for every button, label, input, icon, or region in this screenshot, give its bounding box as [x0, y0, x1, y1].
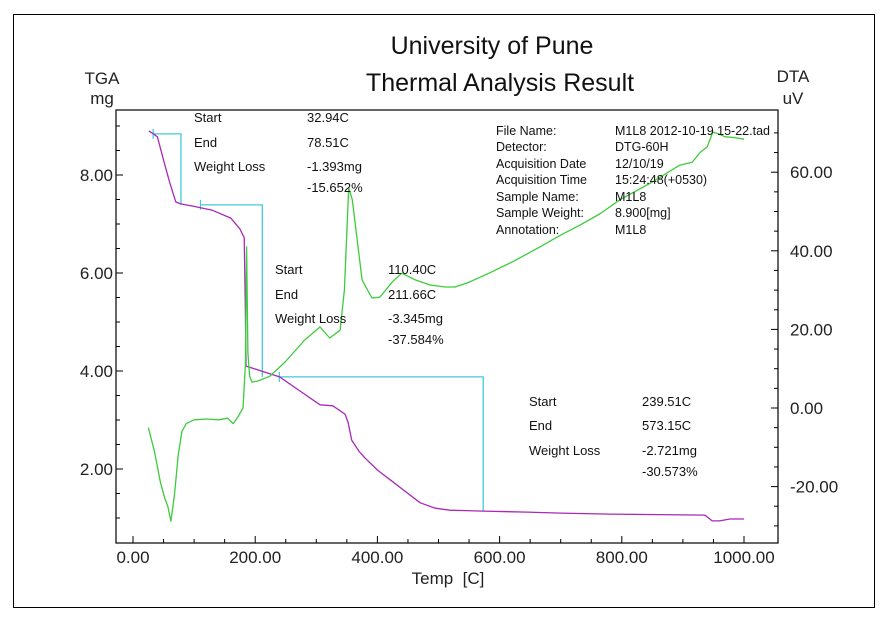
file-info-block: File Name: M1L8 2012-10-19 15-22.tad Det… [496, 124, 770, 237]
step-line-1 [153, 133, 182, 205]
chart-title-line1: University of Pune [391, 32, 594, 60]
acquisition-date-label: Acquisition Date [496, 157, 586, 171]
report-frame [13, 14, 875, 608]
x-tick-label: 800.00 [596, 548, 648, 567]
annotation-2-start-label: Start [275, 262, 303, 277]
sample-weight-label: Sample Weight: [496, 206, 584, 220]
right-tick-label: 40.00 [790, 242, 833, 261]
axis-tick-labels: 0.00 200.00 400.00 600.00 800.00 1000.00 2.00 4… [80, 163, 838, 567]
plot-area [115, 109, 779, 544]
annotation-1-start-value: 32.94C [307, 110, 349, 125]
x-tick-label: 200.00 [229, 548, 281, 567]
annotation-2-loss-mg: -3.345mg [388, 311, 443, 326]
x-tick-label: 1000.00 [713, 548, 774, 567]
annotation-1-loss-pct: -15.652% [307, 180, 363, 195]
left-axis-unit: mg [90, 89, 114, 108]
annotation-2-start-value: 110.40C [388, 262, 436, 277]
left-tick-label: 8.00 [80, 166, 113, 185]
acquisition-date-value: 12/10/19 [615, 157, 664, 171]
right-tick-label: 60.00 [790, 163, 833, 182]
annotation-value: M1L8 [615, 223, 646, 237]
weight-loss-step-lines [152, 128, 484, 512]
right-tick-label: 0.00 [790, 399, 823, 418]
x-axis-title: Temp [C] [412, 569, 485, 588]
acquisition-time-label: Acquisition Time [496, 173, 587, 187]
right-tick-label: 20.00 [790, 320, 833, 339]
annotation-2-end-label: End [275, 287, 298, 302]
file-name-value: M1L8 2012-10-19 15-22.tad [615, 124, 770, 138]
acquisition-time-value: 15:24:48(+0530) [615, 173, 707, 187]
x-tick-label: 400.00 [351, 548, 403, 567]
annotation-3-start-label: Start [529, 394, 557, 409]
annotation-1-end-value: 78.51C [307, 135, 349, 150]
annotation-3-end-value: 573.15C [642, 418, 691, 433]
left-axis-title: TGA [85, 69, 121, 88]
left-tick-label: 2.00 [80, 460, 113, 479]
detector-label: Detector: [496, 140, 547, 154]
tga-curve [148, 130, 744, 522]
left-tick-label: 6.00 [80, 264, 113, 283]
annotation-1-loss-mg: -1.393mg [307, 159, 362, 174]
right-axis-title: DTA [777, 67, 810, 86]
annotation-label: Annotation: [496, 223, 559, 237]
axis-ticks [116, 125, 778, 543]
sample-name-label: Sample Name: [496, 190, 579, 204]
annotation-2-end-value: 211.66C [388, 287, 436, 302]
dta-curve [147, 131, 745, 522]
sample-weight-value: 8.900[mg] [615, 206, 671, 220]
data-series [147, 130, 745, 522]
chart-title-line2: Thermal Analysis Result [366, 69, 634, 97]
annotation-block-1: Start 32.94C End 78.51C Weight Loss -1.3… [194, 110, 363, 195]
annotation-1-start-label: Start [194, 110, 222, 125]
annotation-block-3: Start 239.51C End 573.15C Weight Loss -2… [529, 394, 698, 479]
annotation-2-loss-label: Weight Loss [275, 311, 347, 326]
annotation-3-start-value: 239.51C [642, 394, 691, 409]
x-tick-label: 0.00 [116, 548, 149, 567]
annotation-3-loss-pct: -30.573% [642, 464, 698, 479]
annotation-3-loss-mg: -2.721mg [642, 443, 697, 458]
right-axis-unit: uV [783, 89, 804, 108]
sample-name-value: M1L8 [615, 190, 646, 204]
file-name-label: File Name: [496, 124, 556, 138]
annotation-3-end-label: End [529, 418, 552, 433]
annotation-2-loss-pct: -37.584% [388, 332, 444, 347]
detector-value: DTG-60H [615, 140, 668, 154]
right-tick-label: -20.00 [790, 478, 838, 497]
annotation-block-2: Start 110.40C End 211.66C Weight Loss -3… [275, 262, 444, 347]
annotation-3-loss-label: Weight Loss [529, 443, 601, 458]
left-tick-label: 4.00 [80, 362, 113, 381]
step-line-3 [279, 376, 484, 512]
annotation-1-loss-label: Weight Loss [194, 159, 266, 174]
annotation-1-end-label: End [194, 135, 217, 150]
step-line-2 [200, 204, 263, 377]
x-tick-label: 600.00 [474, 548, 526, 567]
